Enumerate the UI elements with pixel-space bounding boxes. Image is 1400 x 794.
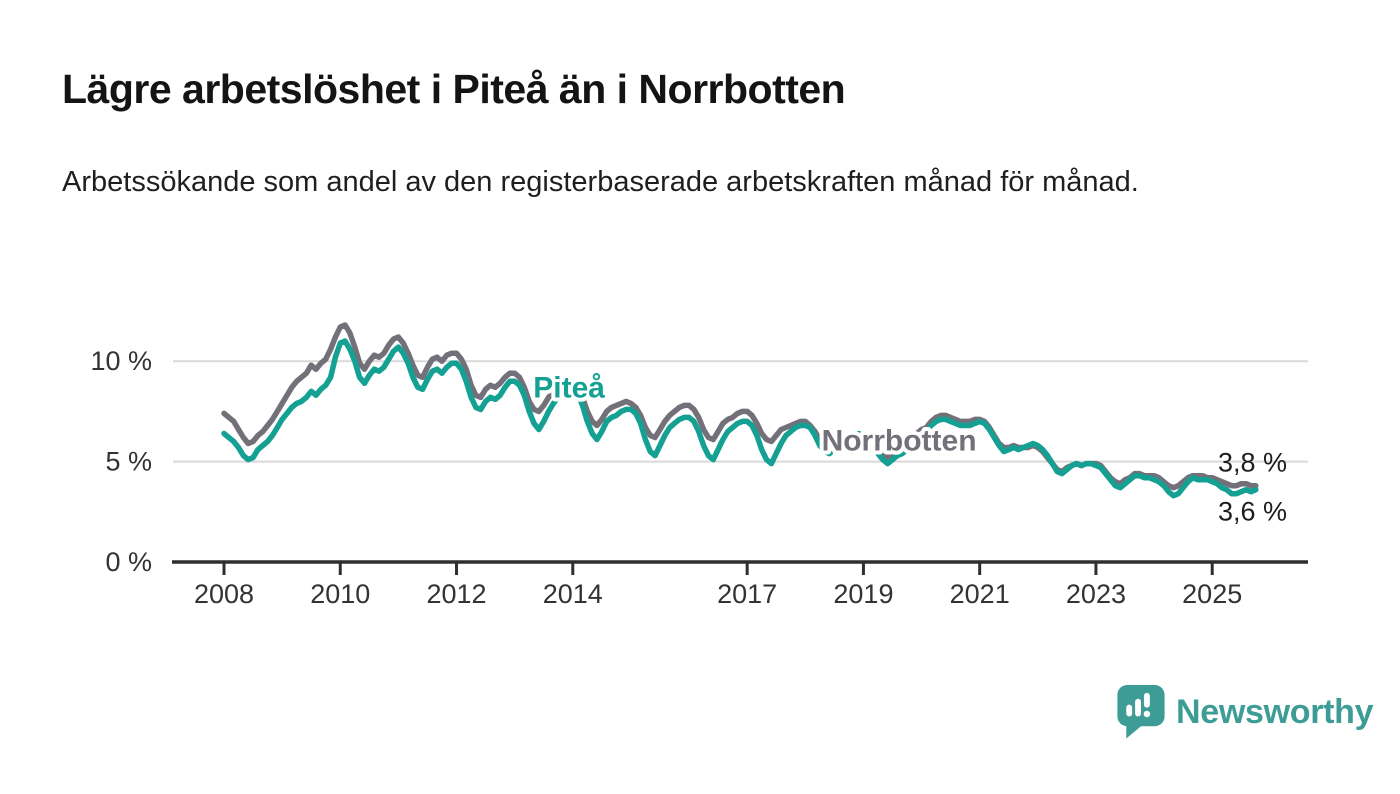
x-tick-label: 2025 bbox=[1182, 579, 1242, 609]
x-tick-label: 2019 bbox=[833, 579, 893, 609]
x-tick-label: 2017 bbox=[717, 579, 777, 609]
x-tick-label: 2014 bbox=[543, 579, 603, 609]
end-value-label-piteå: 3,6 % bbox=[1218, 497, 1287, 527]
x-tick-label: 2010 bbox=[310, 579, 370, 609]
series-line-piteå bbox=[221, 338, 1259, 499]
series-label-piteå: Piteå bbox=[533, 371, 605, 404]
x-tick-label: 2012 bbox=[426, 579, 486, 609]
end-value-label-norrbotten: 3,8 % bbox=[1218, 448, 1287, 478]
x-tick-label: 2023 bbox=[1066, 579, 1126, 609]
y-tick-label: 10 % bbox=[90, 346, 152, 376]
x-tick-label: 2008 bbox=[194, 579, 254, 609]
y-tick-label: 0 % bbox=[105, 547, 152, 577]
chart-subtitle: Arbetssökande som andel av den registerb… bbox=[62, 166, 1139, 198]
brand-name: Newsworthy bbox=[1176, 693, 1374, 731]
x-tick-label: 2021 bbox=[950, 579, 1010, 609]
y-tick-label: 5 % bbox=[105, 447, 152, 477]
newsworthy-logo: Newsworthy bbox=[1116, 684, 1374, 741]
newsworthy-speech-bubble-chart-icon bbox=[1117, 684, 1165, 739]
series-label-norrbotten: Norrbotten bbox=[822, 425, 977, 458]
page-title: Lägre arbetslöshet i Piteå än i Norrbott… bbox=[62, 66, 846, 112]
series-line-norrbotten bbox=[221, 322, 1259, 491]
